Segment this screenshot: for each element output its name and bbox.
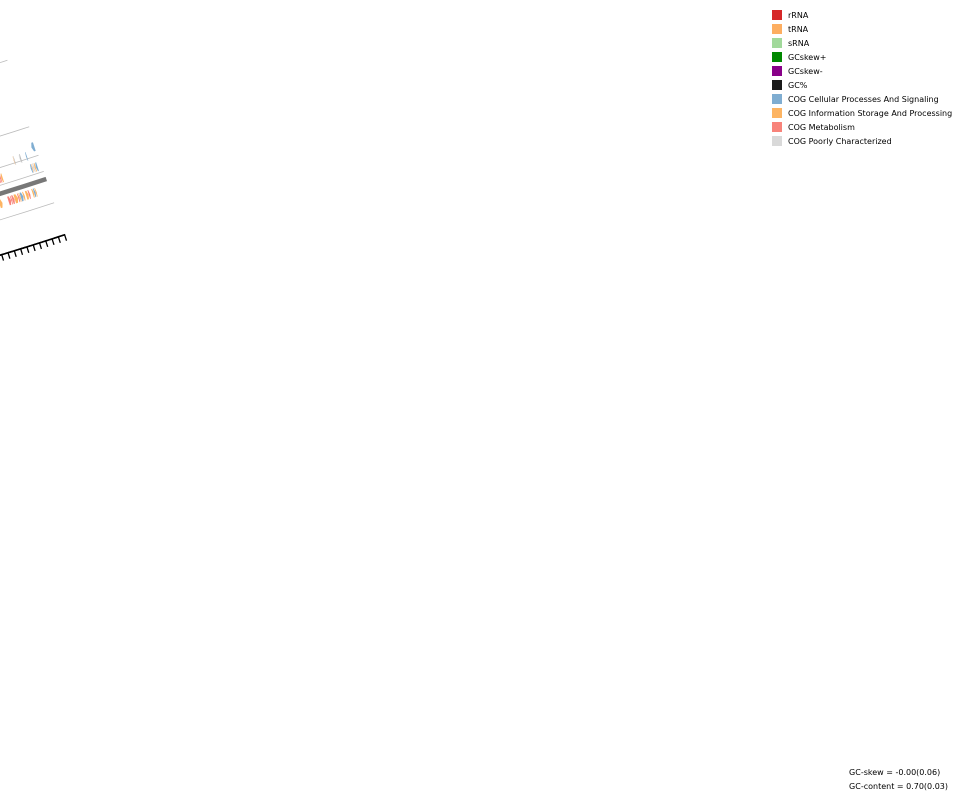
gene-arrow: [12, 156, 16, 165]
gene-arrow: [0, 199, 3, 209]
legend-item-cog-cellular: COG Cellular Processes And Signaling: [772, 92, 952, 106]
gene-arrow: [0, 174, 3, 183]
gene-arrow: [13, 194, 19, 204]
legend-item-trna: tRNA: [772, 22, 952, 36]
gene-arrow: [32, 188, 37, 198]
legend-swatch: [772, 52, 782, 62]
gene-arrow: [11, 195, 15, 205]
ring-line: [0, 154, 39, 168]
major-tick: [63, 233, 68, 241]
legend-item-cog-metabolism: COG Metabolism: [772, 120, 952, 134]
legend-swatch: [772, 38, 782, 48]
genome-stats: GC-skew = -0.00(0.06) GC-content = 0.70(…: [849, 766, 948, 794]
legend-item-cog-poorly: COG Poorly Characterized: [772, 134, 952, 148]
gene-arrow: [18, 154, 22, 163]
gene-arrow: [16, 193, 21, 203]
legend-item-gc-percent: GC%: [772, 78, 952, 92]
gene-arrow: [32, 163, 36, 173]
legend-swatch: [772, 80, 782, 90]
ring-lines: [0, 59, 55, 221]
gene-arrow: [9, 195, 13, 205]
legend-item-gcskew-minus: GCskew-: [772, 64, 952, 78]
legend-swatch: [772, 24, 782, 34]
genome-backbone: [0, 176, 48, 197]
legend-swatch: [772, 122, 782, 132]
ring-line: [0, 126, 30, 137]
ring-line: [0, 59, 8, 64]
legend-swatch: [772, 10, 782, 20]
gene-arrow: [31, 188, 35, 198]
legend-swatch: [772, 136, 782, 146]
gene-arrow: [13, 156, 17, 165]
gene-arrow: [33, 162, 38, 172]
legend-label: COG Cellular Processes And Signaling: [788, 94, 939, 104]
gene-arrow: [19, 154, 23, 163]
legend-label: rRNA: [788, 10, 809, 20]
gene-arrow: [7, 196, 12, 206]
gene-arrow: [29, 164, 34, 173]
gene-arrow: [18, 193, 22, 202]
gc-content-stat: GC-content = 0.70(0.03): [849, 782, 948, 791]
backbone-line: [0, 176, 48, 197]
gene-arrow: [31, 163, 35, 173]
gene-features: [0, 142, 39, 209]
gene-arrow: [0, 173, 4, 183]
position-ticks: [0, 233, 68, 261]
legend: rRNA tRNA sRNA GCskew+ GCskew- GC% COG C…: [772, 8, 952, 148]
legend-item-rrna: rRNA: [772, 8, 952, 22]
ring-line: [0, 202, 55, 221]
legend-label: GCskew+: [788, 52, 827, 62]
legend-swatch: [772, 94, 782, 104]
legend-item-srna: sRNA: [772, 36, 952, 50]
legend-swatch: [772, 66, 782, 76]
gene-arrow: [31, 142, 36, 152]
gene-arrow: [27, 190, 31, 199]
gene-arrow: [34, 187, 38, 197]
gene-arrow: [25, 152, 29, 161]
legend-swatch: [772, 108, 782, 118]
ring-line: [0, 171, 44, 186]
legend-label: tRNA: [788, 24, 809, 34]
gene-arrow: [0, 179, 2, 184]
gene-arrow: [35, 162, 39, 172]
legend-label: COG Metabolism: [788, 122, 855, 132]
gene-arrow: [19, 192, 24, 202]
gene-arrow: [24, 190, 29, 200]
legend-label: COG Information Storage And Processing: [788, 108, 953, 118]
legend-label: GC%: [788, 80, 808, 90]
gene-arrow: [22, 191, 26, 201]
minor-tick: [37, 242, 40, 245]
legend-label: COG Poorly Characterized: [788, 136, 892, 146]
legend-item-gcskew-plus: GCskew+: [772, 50, 952, 64]
legend-label: sRNA: [788, 38, 810, 48]
legend-label: GCskew-: [788, 66, 823, 76]
gc-skew-stat: GC-skew = -0.00(0.06): [849, 768, 941, 777]
legend-item-cog-information: COG Information Storage And Processing: [772, 106, 952, 120]
